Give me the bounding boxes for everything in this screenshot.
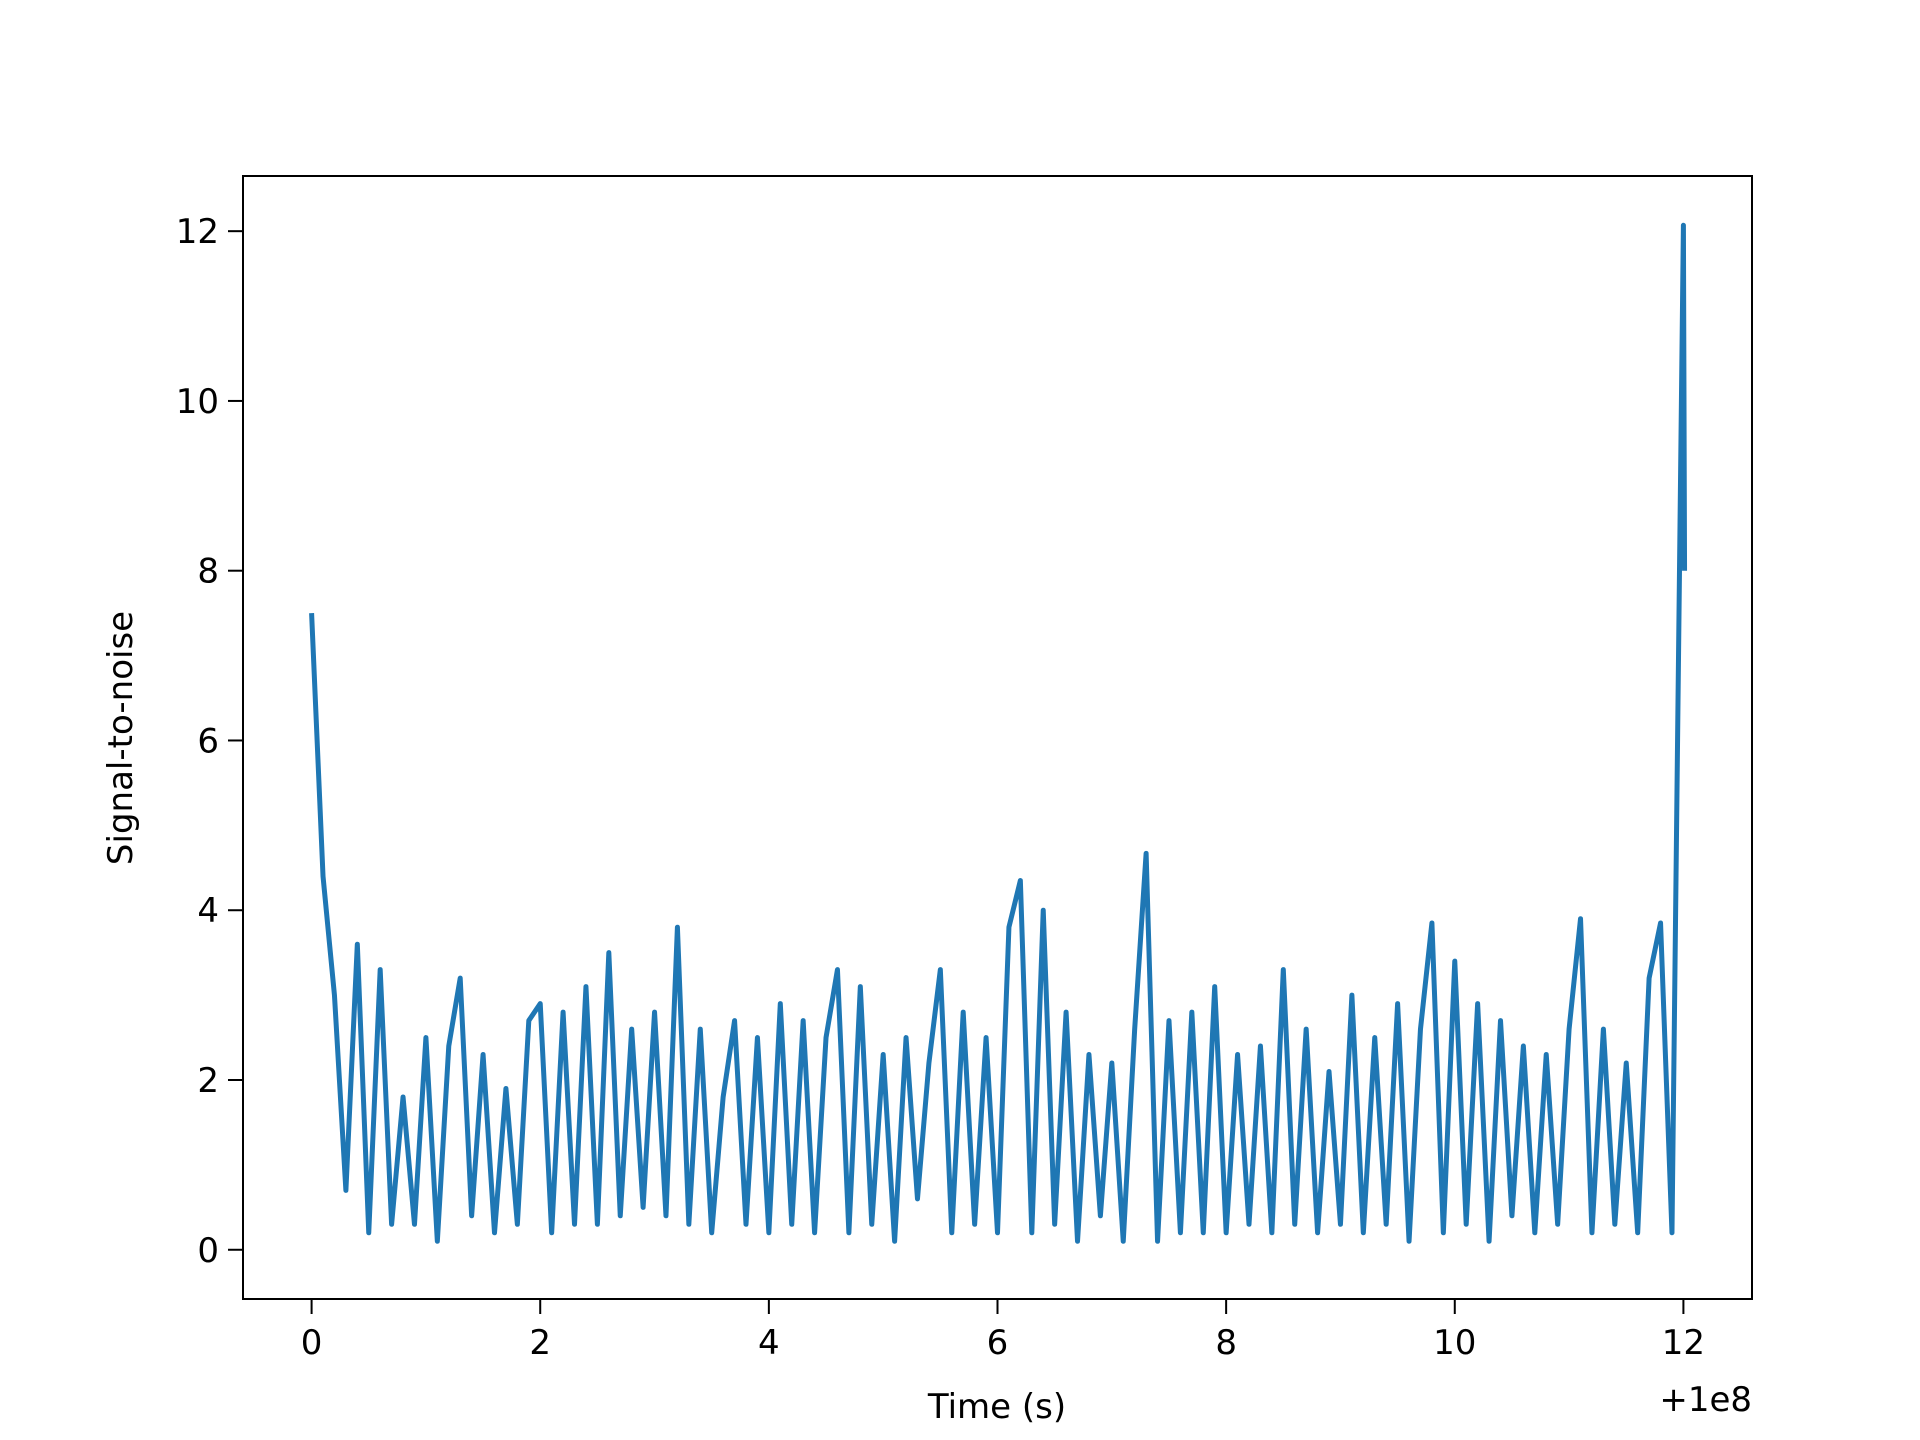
x-tick-label: 0 bbox=[301, 1323, 323, 1363]
x-tick-label: 12 bbox=[1662, 1323, 1705, 1363]
y-tick-label: 4 bbox=[197, 891, 219, 931]
y-tick-label: 2 bbox=[197, 1061, 219, 1101]
y-tick-label: 10 bbox=[176, 382, 219, 422]
data-line bbox=[309, 222, 1688, 1244]
x-tick-label: 4 bbox=[758, 1323, 780, 1363]
x-tick-label: 2 bbox=[529, 1323, 551, 1363]
x-offset-label: +1e8 bbox=[1659, 1380, 1752, 1420]
y-axis-label: Signal-to-noise bbox=[101, 611, 141, 865]
x-axis-label: Time (s) bbox=[927, 1387, 1066, 1427]
y-tick-label: 6 bbox=[197, 721, 219, 761]
x-tick-label: 8 bbox=[1215, 1323, 1237, 1363]
x-tick-label: 10 bbox=[1433, 1323, 1476, 1363]
y-tick-label: 8 bbox=[197, 552, 219, 592]
y-tick-label: 0 bbox=[197, 1231, 219, 1271]
x-tick-label: 6 bbox=[987, 1323, 1009, 1363]
y-tick-label: 12 bbox=[176, 212, 219, 252]
